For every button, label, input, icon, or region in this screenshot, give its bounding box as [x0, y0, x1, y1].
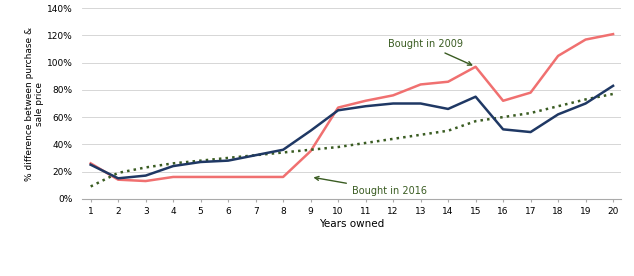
X-axis label: Years owned: Years owned [320, 219, 384, 229]
Text: Bought in 2016: Bought in 2016 [315, 176, 427, 196]
Text: Bought in 2009: Bought in 2009 [387, 39, 472, 65]
Y-axis label: % difference between purchase &
sale price: % difference between purchase & sale pri… [25, 26, 44, 181]
